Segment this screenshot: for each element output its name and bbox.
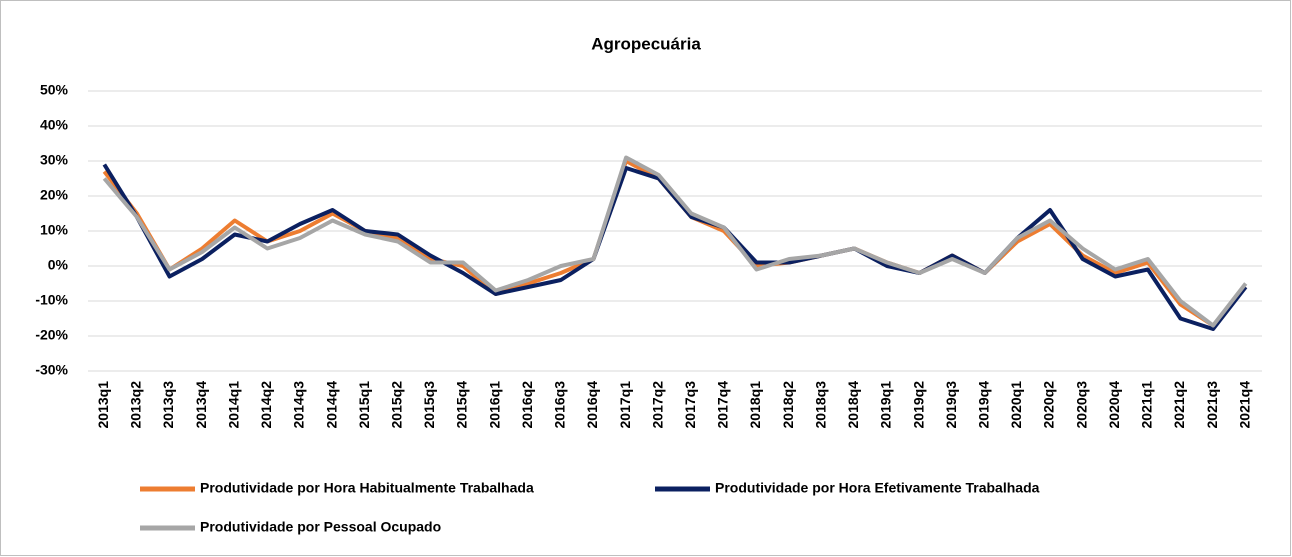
x-tick-label: 2013q3 — [160, 381, 176, 429]
y-tick-label: 50% — [40, 82, 69, 98]
x-tick-label: 2020q4 — [1106, 381, 1122, 429]
x-tick-label: 2019q4 — [976, 381, 992, 429]
x-tick-label: 2020q3 — [1073, 381, 1089, 429]
x-tick-label: 2021q1 — [1139, 381, 1155, 429]
x-tick-label: 2021q4 — [1236, 381, 1252, 429]
x-tick-label: 2019q1 — [878, 381, 894, 429]
x-tick-label: 2021q2 — [1171, 381, 1187, 429]
x-tick-label: 2017q1 — [617, 381, 633, 429]
x-tick-label: 2014q2 — [258, 381, 274, 429]
y-tick-label: 40% — [40, 117, 69, 133]
y-tick-label: -20% — [35, 327, 68, 343]
x-tick-label: 2019q3 — [943, 381, 959, 429]
x-tick-label: 2021q3 — [1204, 381, 1220, 429]
x-tick-label: 2015q1 — [356, 381, 372, 429]
x-tick-label: 2018q3 — [812, 381, 828, 429]
x-tick-label: 2016q3 — [552, 381, 568, 429]
x-tick-label: 2017q2 — [649, 381, 665, 429]
y-tick-label: 30% — [40, 152, 69, 168]
y-tick-label: -10% — [35, 292, 68, 308]
y-tick-label: 10% — [40, 222, 69, 238]
x-tick-label: 2014q3 — [291, 381, 307, 429]
y-tick-label: -30% — [35, 362, 68, 378]
chart-title: Agropecuária — [591, 34, 701, 53]
x-tick-label: 2015q2 — [389, 381, 405, 429]
legend-label: Produtividade por Hora Habitualmente Tra… — [200, 480, 534, 496]
x-tick-label: 2014q4 — [323, 381, 339, 429]
x-tick-label: 2017q4 — [715, 381, 731, 429]
x-tick-label: 2019q2 — [910, 381, 926, 429]
x-tick-label: 2014q1 — [225, 381, 241, 429]
x-tick-label: 2016q1 — [486, 381, 502, 429]
x-tick-label: 2018q4 — [845, 381, 861, 429]
x-tick-label: 2016q4 — [584, 381, 600, 429]
legend-label: Produtividade por Pessoal Ocupado — [200, 519, 441, 535]
x-tick-label: 2016q2 — [519, 381, 535, 429]
x-tick-label: 2018q1 — [747, 381, 763, 429]
x-tick-label: 2020q2 — [1041, 381, 1057, 429]
y-tick-label: 0% — [48, 257, 69, 273]
x-tick-label: 2013q1 — [95, 381, 111, 429]
series-line — [102, 163, 1248, 331]
x-tick-label: 2015q4 — [454, 381, 470, 429]
x-tick-label: 2017q3 — [682, 381, 698, 429]
series-line — [102, 155, 1248, 328]
x-tick-label: 2018q2 — [780, 381, 796, 429]
x-tick-label: 2013q2 — [128, 381, 144, 429]
legend-label: Produtividade por Hora Efetivamente Trab… — [715, 480, 1040, 496]
y-tick-label: 20% — [40, 187, 69, 203]
x-tick-label: 2020q1 — [1008, 381, 1024, 429]
x-tick-label: 2015q3 — [421, 381, 437, 429]
x-tick-label: 2013q4 — [193, 381, 209, 429]
